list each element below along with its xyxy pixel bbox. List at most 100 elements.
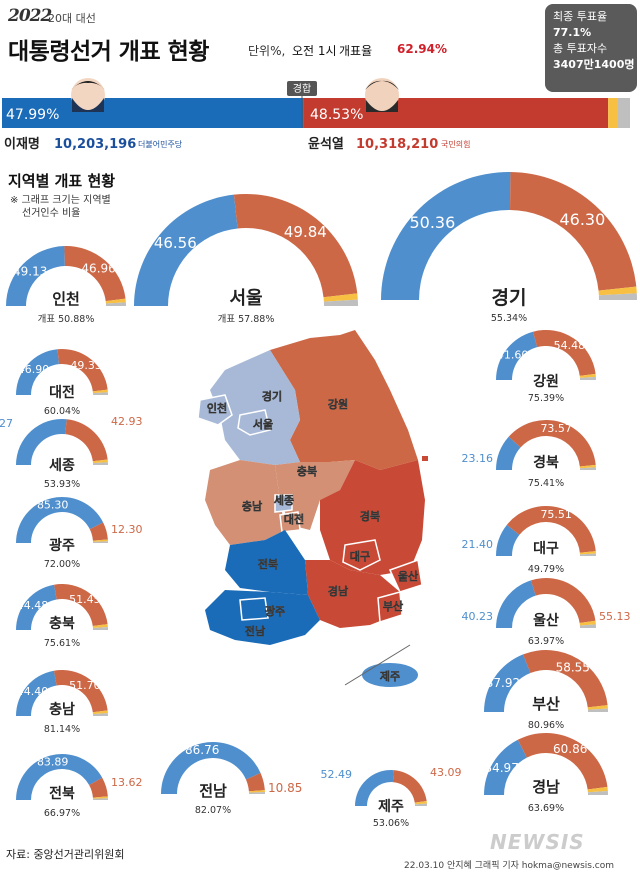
gauge-gyeongnam-yoon-value: 60.86	[553, 742, 587, 756]
gauge-gyeongbuk-name: 경북	[533, 454, 559, 471]
gauge-jeju-lee-value: 52.49	[321, 768, 353, 781]
gauge-jeonbuk: 83.89 13.62 전북 66.97%	[16, 753, 143, 819]
gauge-chungnam-lee-value: 44.40	[17, 685, 49, 698]
gauge-jeonnam-lee-value: 86.76	[185, 743, 219, 757]
gauge-busan-yoon-arc	[523, 650, 608, 708]
gauge-gyeonggi-name: 경기	[492, 287, 527, 309]
gauge-gangwon-others-arc	[579, 373, 596, 378]
gauge-jeonnam: 86.76 10.85 전남 82.07%	[161, 742, 302, 816]
gauge-jeju-others-arc	[414, 801, 427, 805]
map-incheon	[197, 394, 233, 426]
watermark-logo: NEWSIS	[490, 830, 585, 854]
gauge-gyeongbuk-lee-value: 23.16	[462, 452, 494, 465]
contest-marker-label: 경합	[293, 82, 311, 95]
gauge-chungbuk-name: 충북	[49, 616, 75, 632]
gauge-seoul-yoon-value: 49.84	[284, 223, 327, 241]
gauge-gyeonggi-lee-value: 50.36	[409, 213, 455, 232]
gauge-jeonnam-lee-arc	[161, 742, 261, 794]
gauge-gyeongbuk-lee-arc	[496, 436, 521, 470]
gauge-chungnam-yoon-arc	[53, 670, 108, 713]
map-label-ulsan: 울산	[398, 569, 418, 583]
gauge-gyeongnam: 34.97 60.86 경남 63.69%	[484, 732, 608, 814]
gauge-daegu-invalid-arc	[579, 553, 596, 556]
gauge-jeonnam-invalid-arc	[248, 792, 265, 794]
gauge-busan: 37.92 58.55 부산 80.96%	[484, 650, 608, 731]
gauge-gangwon: 41.60 54.48 강원 75.39%	[496, 330, 596, 404]
gauge-daejeon-name: 대전	[49, 384, 75, 401]
gauge-daegu-count-rate: 49.79%	[528, 564, 564, 575]
gauge-gangwon-yoon-arc	[532, 330, 596, 376]
gauge-ulsan-count-rate: 63.97%	[528, 636, 564, 647]
note-line-2: 선거인수 비율	[22, 208, 81, 219]
gauge-sejong-yoon-arc	[65, 419, 108, 462]
map-label-daejeon: 대전	[284, 512, 304, 526]
gauge-jeonbuk-invalid-arc	[92, 798, 108, 800]
gauge-gyeonggi: 50.36 46.30 경기 55.34%	[381, 171, 637, 324]
gauge-gangwon-lee-value: 41.60	[497, 348, 529, 361]
gauge-gyeongbuk-others-arc	[579, 464, 596, 469]
gauge-gangwon-count-rate: 75.39%	[528, 393, 564, 404]
gauge-jeju-count-rate: 53.06%	[373, 818, 409, 829]
gauge-ulsan-yoon-arc	[530, 578, 596, 624]
gauge-chungnam-others-arc	[92, 710, 108, 715]
gauge-seoul-name: 서울	[229, 288, 262, 309]
map-label-gyeongnam: 경남	[328, 584, 348, 598]
yoon-percent: 48.53%	[310, 107, 363, 123]
gauge-gangwon-yoon-value: 54.48	[554, 339, 586, 352]
gauge-chungbuk-others-arc	[92, 624, 108, 629]
gauge-daejeon-yoon-value: 49.33	[70, 359, 102, 372]
map-label-jeonnam: 전남	[245, 624, 265, 638]
gauge-ulsan-lee-value: 40.23	[462, 610, 494, 623]
map-label-busan: 부산	[383, 599, 403, 613]
count-rate-label: 개표율	[339, 44, 373, 58]
gauge-gwangju-count-rate: 72.00%	[44, 559, 80, 570]
gauge-seoul-invalid-arc	[323, 299, 358, 306]
gauge-jeonnam-others-arc	[248, 790, 265, 793]
gauge-busan-others-arc	[587, 705, 608, 710]
gauge-jeonnam-yoon-arc	[245, 772, 265, 792]
gauge-gangwon-lee-arc	[496, 331, 538, 380]
gauge-gyeonggi-yoon-arc	[510, 172, 637, 291]
gauge-incheon-yoon-arc	[64, 246, 126, 302]
contest-marker	[287, 81, 317, 96]
gauge-gwangju-name: 광주	[49, 537, 75, 554]
gauge-daegu-yoon-arc	[506, 506, 596, 553]
gauge-busan-invalid-arc	[587, 708, 608, 712]
map-jeonbuk	[225, 530, 308, 595]
voters-value: 3407만1400명	[553, 58, 635, 71]
gauge-daegu-lee-value: 21.40	[462, 538, 494, 551]
logo-subtitle: 20대 대선	[48, 12, 96, 25]
map-chungnam	[205, 460, 285, 545]
gauge-sejong-name: 세종	[49, 458, 75, 474]
gauge-jeonbuk-others-arc	[92, 796, 108, 799]
gauge-gwangju-lee-value: 85.30	[37, 499, 69, 512]
lee-bar	[2, 98, 304, 128]
gauge-chungbuk-yoon-arc	[54, 584, 108, 627]
gauge-jeju: 52.49 43.09 제주 53.06%	[321, 766, 462, 829]
gauge-chungbuk-lee-arc	[16, 584, 57, 630]
turnout-label: 최종 투표율	[553, 10, 608, 23]
turnout-value: 77.1%	[553, 26, 592, 39]
gauge-jeju-name: 제주	[378, 799, 404, 815]
note-line-1: ※ 그래프 크기는 지역별	[10, 195, 111, 206]
others-bar	[608, 98, 618, 128]
gauge-gwangju-lee-arc	[16, 497, 104, 543]
invalid-bar	[617, 98, 630, 128]
gauge-chungnam-lee-arc	[16, 670, 57, 716]
gauge-gyeongnam-others-arc	[587, 786, 608, 793]
gauge-ulsan-invalid-arc	[579, 624, 596, 628]
national-result-bar: 경합 47.99% 48.53% 이재명 10,203,196 더불어민주당 윤…	[2, 78, 630, 152]
gauge-incheon-lee-arc	[6, 246, 65, 306]
gauge-gwangju-yoon-arc	[89, 522, 108, 541]
map-label-chungbuk: 충북	[297, 464, 317, 478]
map-label-sejong: 세종	[274, 493, 294, 507]
gauge-ulsan-others-arc	[579, 620, 596, 626]
gauge-gwangju-yoon-value: 12.30	[111, 523, 143, 536]
gauge-busan-lee-arc	[484, 654, 531, 712]
gauge-chungnam-invalid-arc	[92, 713, 108, 716]
gauge-gyeongbuk-yoon-value: 73.57	[540, 422, 572, 435]
map-gangwon	[270, 330, 418, 470]
map-label-jeonbuk: 전북	[258, 557, 278, 571]
